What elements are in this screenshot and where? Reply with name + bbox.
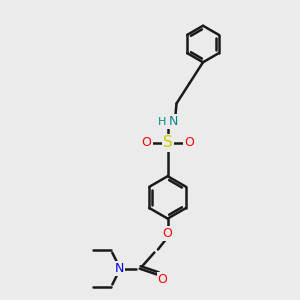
Text: S: S [163, 135, 172, 150]
Text: N: N [168, 115, 178, 128]
Text: O: O [163, 227, 172, 240]
Text: O: O [142, 136, 152, 149]
Text: O: O [158, 273, 168, 286]
Text: N: N [115, 262, 124, 275]
Text: O: O [184, 136, 194, 149]
Text: H: H [158, 117, 166, 127]
